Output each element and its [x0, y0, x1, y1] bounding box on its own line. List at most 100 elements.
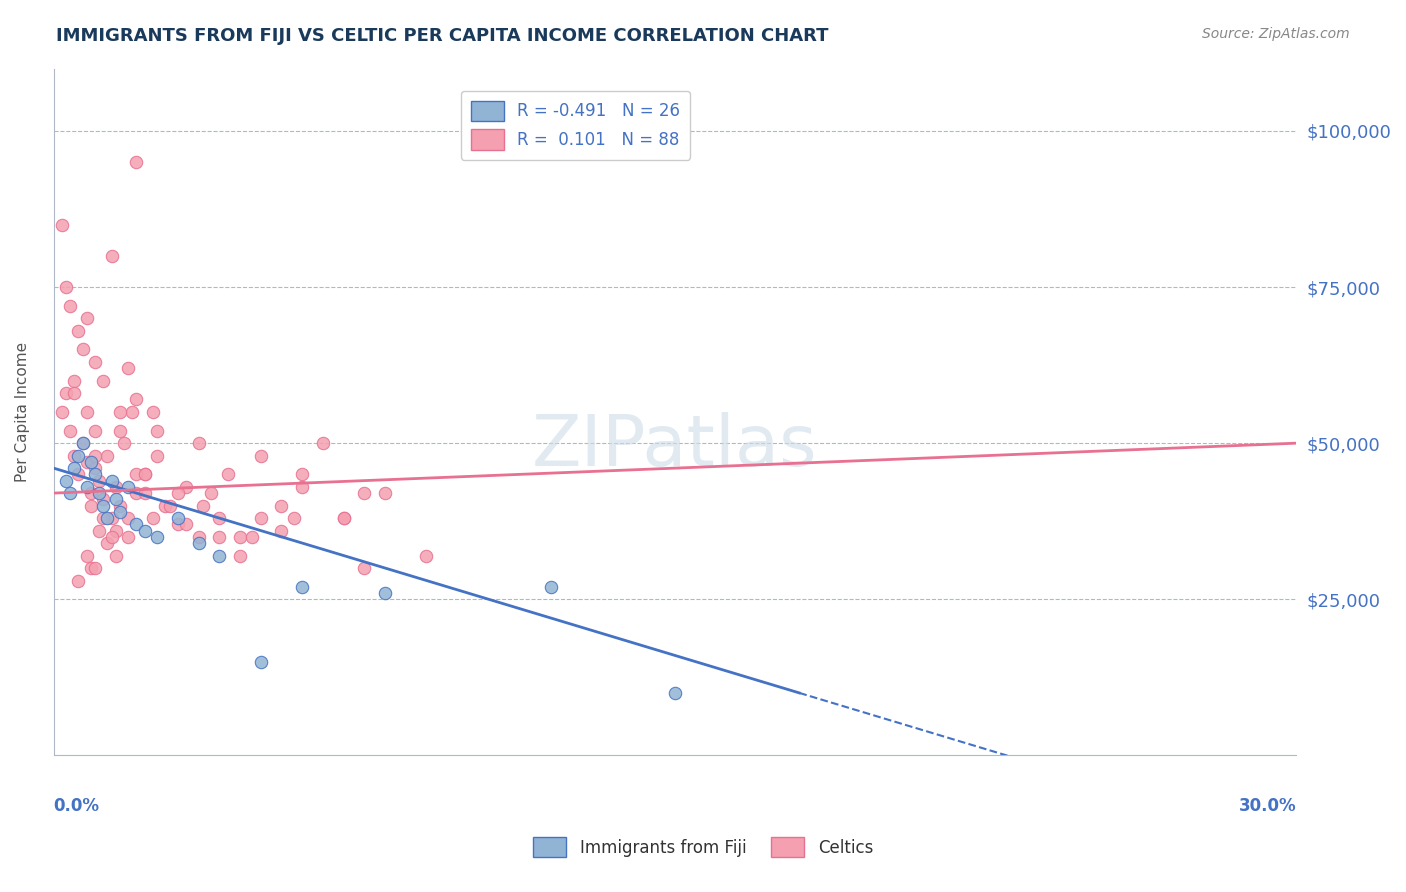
Text: 0.0%: 0.0% — [53, 797, 100, 814]
Point — [208, 549, 231, 563]
Point — [374, 586, 396, 600]
Point — [72, 436, 94, 450]
Point — [353, 486, 375, 500]
Point — [100, 249, 122, 263]
Point — [142, 405, 165, 419]
Point — [174, 517, 197, 532]
Point — [125, 517, 148, 532]
Point — [187, 530, 209, 544]
Point — [125, 155, 148, 169]
Point — [134, 486, 156, 500]
Point — [146, 449, 169, 463]
Point — [374, 486, 396, 500]
Point — [187, 436, 209, 450]
Point — [312, 436, 335, 450]
Point — [217, 467, 239, 482]
Point — [108, 499, 131, 513]
Point — [332, 511, 354, 525]
Point — [270, 499, 292, 513]
Point — [51, 218, 73, 232]
Point — [63, 386, 86, 401]
Point — [117, 511, 139, 525]
Point — [121, 405, 143, 419]
Point — [63, 449, 86, 463]
Point — [117, 361, 139, 376]
Text: Source: ZipAtlas.com: Source: ZipAtlas.com — [1202, 27, 1350, 41]
Point — [125, 392, 148, 407]
Text: IMMIGRANTS FROM FIJI VS CELTIC PER CAPITA INCOME CORRELATION CHART: IMMIGRANTS FROM FIJI VS CELTIC PER CAPIT… — [56, 27, 828, 45]
Point — [117, 480, 139, 494]
Point — [84, 424, 107, 438]
Point — [291, 467, 314, 482]
Point — [59, 299, 82, 313]
Point — [100, 530, 122, 544]
Point — [200, 486, 222, 500]
Legend: Immigrants from Fiji, Celtics: Immigrants from Fiji, Celtics — [524, 829, 882, 866]
Point — [80, 455, 103, 469]
Point — [96, 511, 118, 525]
Point — [91, 499, 114, 513]
Point — [187, 536, 209, 550]
Point — [76, 311, 98, 326]
Legend: R = -0.491   N = 26, R =  0.101   N = 88: R = -0.491 N = 26, R = 0.101 N = 88 — [461, 91, 690, 160]
Point — [229, 530, 252, 544]
Point — [104, 549, 127, 563]
Point — [332, 511, 354, 525]
Point — [415, 549, 437, 563]
Point — [100, 511, 122, 525]
Point — [291, 480, 314, 494]
Point — [63, 374, 86, 388]
Point — [134, 524, 156, 538]
Point — [134, 467, 156, 482]
Point — [80, 486, 103, 500]
Point — [55, 474, 77, 488]
Point — [80, 499, 103, 513]
Point — [146, 424, 169, 438]
Point — [167, 511, 190, 525]
Point — [191, 499, 214, 513]
Point — [84, 449, 107, 463]
Point — [540, 580, 562, 594]
Point — [67, 449, 90, 463]
Point — [55, 280, 77, 294]
Point — [167, 517, 190, 532]
Point — [67, 324, 90, 338]
Point — [167, 486, 190, 500]
Point — [108, 405, 131, 419]
Point — [72, 436, 94, 450]
Point — [55, 386, 77, 401]
Point — [353, 561, 375, 575]
Point — [104, 480, 127, 494]
Text: 30.0%: 30.0% — [1239, 797, 1296, 814]
Point — [76, 455, 98, 469]
Point — [283, 511, 305, 525]
Point — [155, 499, 177, 513]
Point — [117, 530, 139, 544]
Point — [59, 424, 82, 438]
Point — [242, 530, 264, 544]
Point — [84, 561, 107, 575]
Point — [104, 524, 127, 538]
Point — [208, 530, 231, 544]
Point — [664, 686, 686, 700]
Point — [96, 449, 118, 463]
Point — [76, 549, 98, 563]
Point — [89, 486, 111, 500]
Point — [80, 561, 103, 575]
Point — [76, 405, 98, 419]
Point — [108, 505, 131, 519]
Point — [72, 343, 94, 357]
Point — [67, 574, 90, 588]
Point — [67, 467, 90, 482]
Point — [91, 374, 114, 388]
Point — [91, 511, 114, 525]
Point — [84, 355, 107, 369]
Point — [270, 524, 292, 538]
Point — [96, 536, 118, 550]
Point — [249, 449, 271, 463]
Y-axis label: Per Capita Income: Per Capita Income — [15, 342, 30, 482]
Point — [229, 549, 252, 563]
Point — [91, 492, 114, 507]
Point — [59, 486, 82, 500]
Point — [108, 424, 131, 438]
